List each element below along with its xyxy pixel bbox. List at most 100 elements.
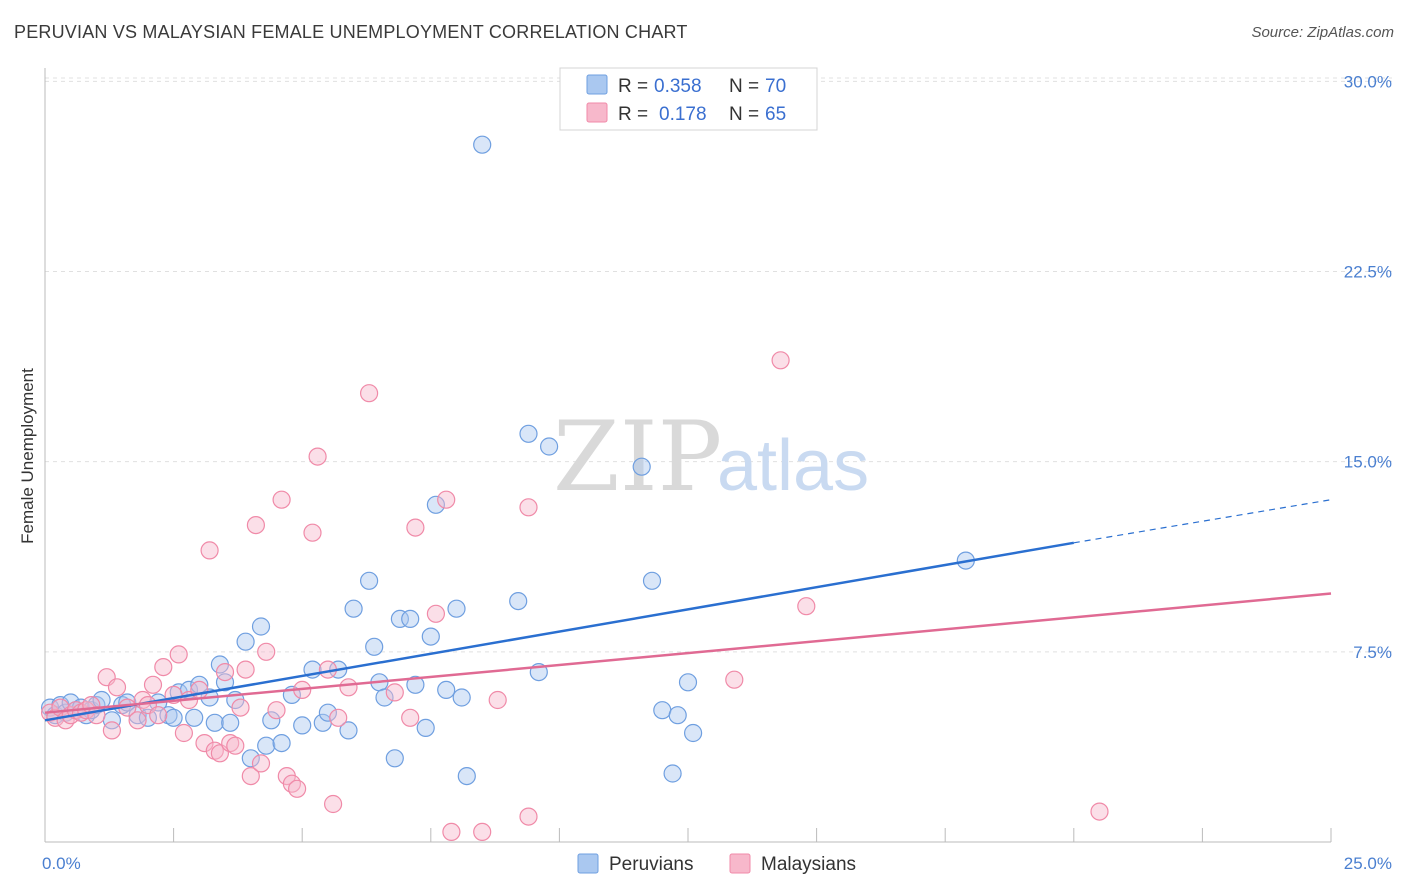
x-tick-label-max: 25.0%: [1344, 854, 1392, 873]
point-peruvians: [473, 135, 492, 154]
point-peruvians: [668, 706, 687, 725]
point-malaysians: [246, 515, 265, 535]
bottom-legend: Peruvians Malaysians: [577, 853, 856, 875]
point-malaysians: [303, 523, 322, 542]
point-malaysians: [102, 721, 122, 740]
point-peruvians: [272, 733, 291, 753]
point-malaysians: [236, 660, 255, 679]
legend-r-label-2: R =: [618, 104, 648, 125]
point-peruvians: [452, 688, 471, 707]
bottom-legend-swatch-malaysians: [729, 853, 751, 874]
y-tick-label: 7.5%: [1353, 643, 1392, 662]
y-tick-labels: 7.5% 15.0% 22.5% 30.0%: [1344, 72, 1392, 661]
legend-r-value-2: 0.178: [659, 104, 707, 125]
point-peruvians: [205, 713, 224, 732]
point-malaysians: [406, 518, 425, 537]
point-malaysians: [241, 766, 260, 786]
point-peruvians: [339, 721, 358, 740]
point-malaysians: [221, 733, 240, 753]
point-malaysians: [231, 698, 250, 717]
point-malaysians: [282, 774, 301, 793]
point-peruvians: [678, 673, 698, 692]
point-malaysians: [169, 645, 188, 664]
y-tick-label: 22.5%: [1344, 263, 1392, 282]
legend-n-value-2: 65: [765, 104, 786, 125]
point-peruvians: [159, 706, 178, 725]
point-peruvians: [375, 688, 394, 707]
point-malaysians: [195, 733, 214, 753]
point-malaysians: [154, 657, 173, 677]
x-axis-ticks: [44, 828, 1332, 842]
legend-n-label-1: N =: [729, 76, 759, 97]
point-malaysians: [519, 807, 538, 826]
point-peruvians: [509, 591, 528, 611]
legend-swatch-malaysians: [586, 102, 608, 123]
point-peruvians: [318, 703, 337, 722]
point-malaysians: [251, 754, 271, 773]
point-peruvians: [251, 617, 271, 636]
point-peruvians: [539, 437, 559, 456]
point-malaysians: [360, 384, 379, 403]
point-malaysians: [426, 604, 445, 623]
point-peruvians: [241, 749, 260, 768]
x-tick-label-min: 0.0%: [42, 854, 81, 873]
point-malaysians: [288, 779, 307, 798]
point-malaysians: [473, 822, 492, 842]
point-malaysians: [437, 490, 456, 509]
point-peruvians: [360, 571, 379, 590]
point-peruvians: [457, 766, 476, 786]
point-peruvians: [406, 675, 425, 694]
bottom-legend-swatch-peruvians: [577, 853, 599, 874]
point-malaysians: [442, 822, 461, 842]
point-malaysians: [215, 662, 235, 682]
point-malaysians: [272, 490, 291, 509]
trend-extension-peruvians: [1073, 499, 1332, 544]
watermark-atlas: atlas: [717, 426, 869, 506]
point-malaysians: [257, 642, 276, 661]
point-malaysians: [226, 736, 245, 755]
point-malaysians: [488, 690, 507, 710]
point-peruvians: [257, 736, 276, 755]
legend-n-label-2: N =: [729, 104, 759, 125]
bottom-legend-label-peruvians: Peruvians: [609, 854, 694, 875]
point-peruvians: [344, 599, 363, 618]
point-peruvians: [236, 632, 255, 651]
point-malaysians: [771, 351, 790, 370]
gridlines: [45, 77, 1392, 653]
point-malaysians: [107, 678, 127, 697]
point-peruvians: [519, 424, 538, 443]
point-malaysians: [174, 723, 193, 743]
legend-box: R = 0.358 N = 70 R = 0.178 N = 65: [559, 67, 818, 131]
point-peruvians: [421, 627, 440, 646]
point-malaysians: [725, 670, 744, 689]
trend-line-malaysians: [44, 592, 1332, 714]
point-peruvians: [683, 723, 703, 743]
point-malaysians: [149, 706, 168, 725]
watermark-zip: ZIP: [553, 401, 722, 513]
point-peruvians: [293, 716, 312, 735]
point-malaysians: [329, 708, 348, 727]
point-malaysians: [200, 541, 219, 560]
point-malaysians: [401, 708, 420, 727]
point-peruvians: [426, 495, 445, 514]
y-axis-label: Female Unemployment: [18, 368, 37, 544]
point-peruvians: [385, 749, 404, 768]
y-tick-label: 15.0%: [1344, 453, 1392, 472]
legend-n-value-1: 70: [765, 76, 786, 97]
legend-swatch-peruvians: [586, 74, 608, 95]
legend-r-label-1: R =: [618, 76, 648, 97]
point-peruvians: [215, 673, 235, 692]
point-peruvians: [663, 764, 682, 783]
trend-lines: [44, 499, 1332, 722]
point-malaysians: [339, 678, 358, 697]
point-malaysians: [205, 741, 224, 760]
point-malaysians: [519, 498, 538, 517]
trend-line-peruvians: [44, 541, 1075, 722]
chart-title: PERUVIAN VS MALAYSIAN FEMALE UNEMPLOYMEN…: [14, 22, 688, 42]
legend-r-value-1: 0.358: [654, 76, 702, 97]
point-peruvians: [401, 609, 420, 629]
point-peruvians: [447, 599, 466, 618]
point-malaysians: [385, 683, 404, 702]
point-peruvians: [365, 637, 384, 656]
point-peruvians: [185, 708, 204, 727]
